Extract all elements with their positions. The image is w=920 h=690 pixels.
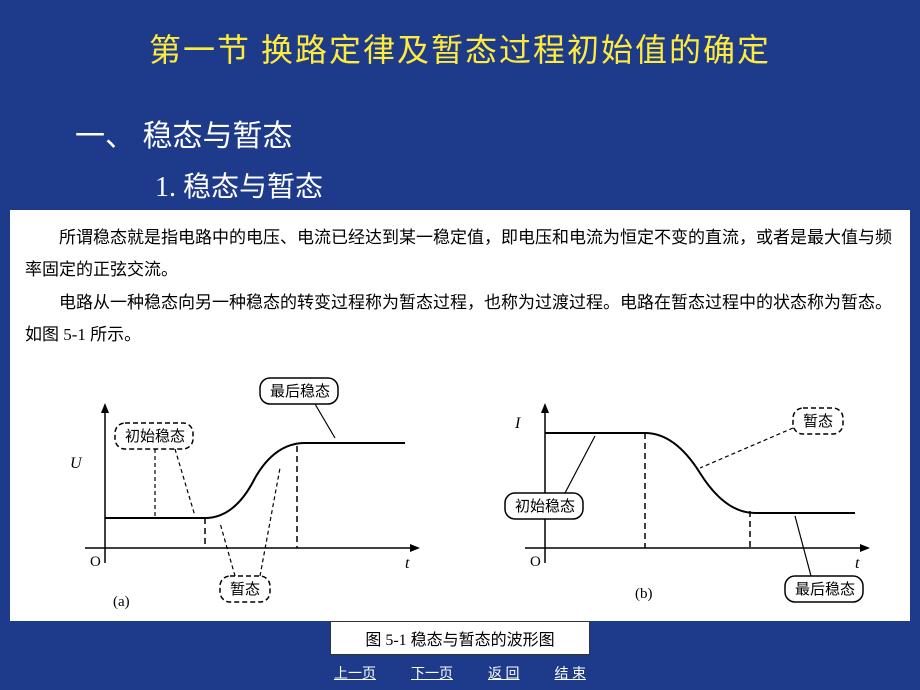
label-initial-steady-b: 初始稳态 xyxy=(515,498,575,515)
panel-label-a: (a) xyxy=(113,594,130,610)
graph-a-container: 初始稳态 最后稳态 暂态 U t O (a) xyxy=(25,368,445,613)
label-initial-steady-a: 初始稳态 xyxy=(125,428,185,445)
axis-label-i: I xyxy=(514,415,521,432)
origin-label-a: O xyxy=(90,554,101,570)
panel-label-b: (b) xyxy=(635,586,653,602)
paragraph-2: 电路从一种稳态向另一种稳态的转变过程称为暂态过程，也称为过渡过程。电路在暂态过程… xyxy=(25,287,895,352)
nav-back[interactable]: 返 回 xyxy=(488,663,520,683)
figure-caption: 图 5-1 稳态与暂态的波形图 xyxy=(330,621,590,655)
label-final-steady-a: 最后稳态 xyxy=(270,383,330,400)
axis-label-t-a: t xyxy=(405,555,410,572)
diagram-area: 初始稳态 最后稳态 暂态 U t O (a) xyxy=(10,363,910,621)
nav-prev[interactable]: 上一页 xyxy=(334,663,376,683)
graph-b-container: 暂态 初始稳态 最后稳态 I t O (b) xyxy=(475,368,895,613)
graph-a: 初始稳态 最后稳态 暂态 U t O (a) xyxy=(25,368,445,613)
graph-b: 暂态 初始稳态 最后稳态 I t O (b) xyxy=(475,368,895,613)
section-heading: 一、 稳态与暂态 xyxy=(0,71,920,155)
axis-label-t-b: t xyxy=(855,555,860,572)
nav-links: 上一页 下一页 返 回 结 束 xyxy=(0,655,920,683)
nav-end[interactable]: 结 束 xyxy=(555,663,587,683)
nav-next[interactable]: 下一页 xyxy=(411,663,453,683)
label-final-steady-b: 最后稳态 xyxy=(795,581,855,598)
subsection-heading: 1. 稳态与暂态 xyxy=(0,155,920,205)
axis-label-u: U xyxy=(70,455,83,472)
description-text: 所谓稳态就是指电路中的电压、电流已经达到某一稳定值，即电压和电流为恒定不变的直流… xyxy=(10,210,910,363)
page-title: 第一节 换路定律及暂态过程初始值的确定 xyxy=(0,0,920,71)
paragraph-1: 所谓稳态就是指电路中的电压、电流已经达到某一稳定值，即电压和电流为恒定不变的直流… xyxy=(25,222,895,287)
label-transient-b: 暂态 xyxy=(803,413,833,430)
label-transient-a: 暂态 xyxy=(230,581,260,598)
origin-label-b: O xyxy=(530,554,541,570)
